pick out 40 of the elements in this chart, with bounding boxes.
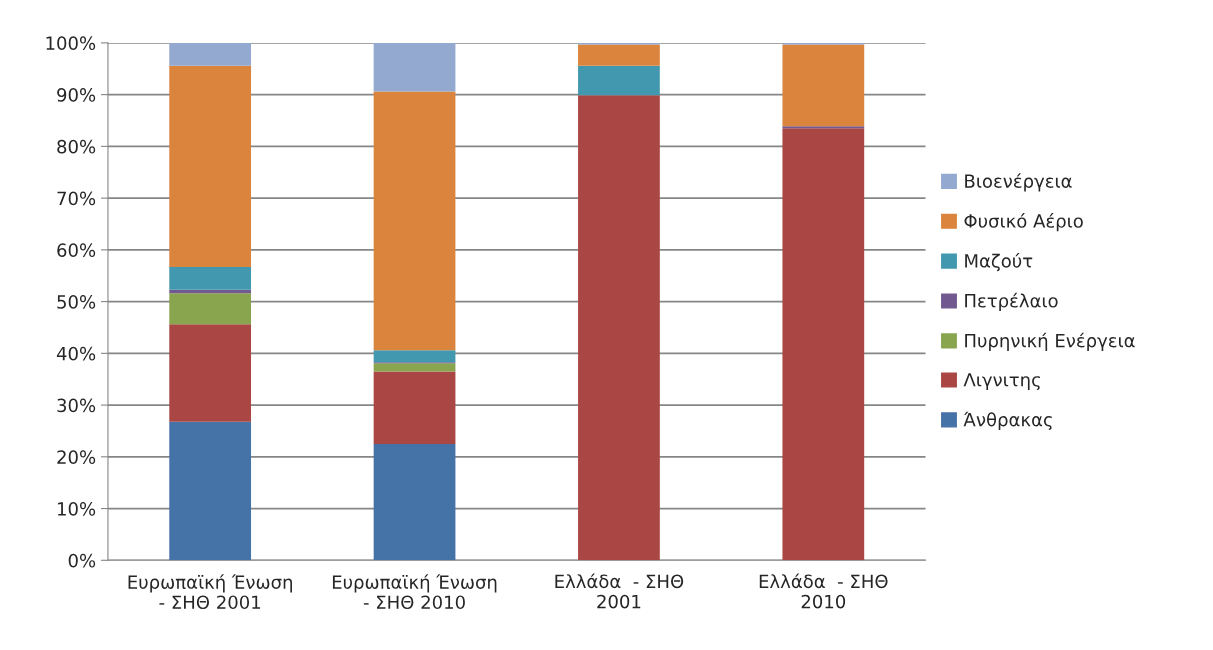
legend-label: Άνθρακας (963, 411, 1052, 430)
legend-label: Βιοενέργεια (965, 173, 1072, 192)
bar (373, 363, 456, 372)
bar (782, 128, 865, 561)
x-tick-label: Ελλάδα - ΣΗΘ 2001 (555, 573, 684, 609)
y-tick-label: 60% (57, 243, 96, 257)
x-tick-label: Ευρωπαϊκή Ένωση - ΣΗΘ 2010 (332, 574, 497, 610)
bar (169, 266, 252, 290)
y-tick-label: 10% (58, 502, 96, 516)
y-tick-label: 90% (57, 88, 96, 102)
y-tick-label: 30% (57, 398, 96, 413)
bar (169, 421, 252, 561)
bar (169, 324, 252, 422)
bar (578, 65, 660, 96)
x-tick-label: Ελλάδα - ΣΗΘ 2010 (759, 573, 888, 609)
legend-label: Λιγνιτης (963, 373, 1040, 391)
y-tick-label: 20% (57, 450, 96, 464)
bar (373, 443, 456, 561)
bar (782, 126, 865, 129)
y-tick-label: 0% (68, 553, 96, 568)
legend-label: Πυρηνική Ενέργεια (965, 332, 1135, 351)
bar (578, 95, 660, 561)
y-tick-label: 50% (57, 295, 96, 309)
bar (373, 91, 456, 351)
y-tick-label: 80% (57, 139, 96, 154)
legend-label: Φυσικό Αέριο (964, 213, 1083, 232)
y-tick-label: 40% (56, 346, 96, 361)
bar (169, 65, 252, 267)
bar (373, 42, 456, 92)
bar (169, 42, 252, 66)
legend-label: Πετρέλαιο (965, 292, 1058, 312)
bar (782, 44, 865, 127)
bar (373, 371, 456, 444)
bar (373, 350, 456, 363)
legend-label: Μαζούτ (965, 252, 1033, 272)
y-tick-label: 70% (57, 191, 96, 206)
bar (169, 293, 252, 325)
y-tick-label: 100% (46, 36, 96, 51)
bar (578, 44, 660, 66)
x-tick-label: Ευρωπαϊκή Ένωση - ΣΗΘ 2001 (128, 574, 292, 610)
